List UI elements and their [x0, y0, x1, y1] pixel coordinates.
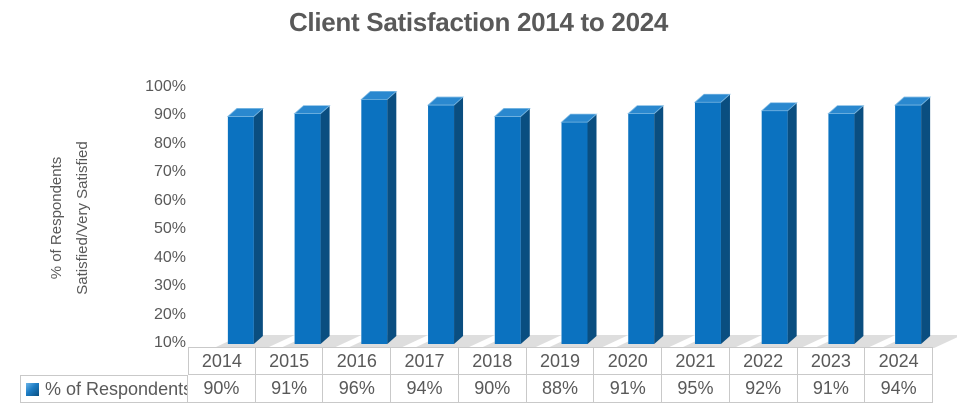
y-tick-label: 40% — [153, 248, 186, 266]
table-header-2022: 2022 — [729, 347, 798, 375]
bar-top-2020 — [627, 105, 665, 114]
table-value-2023: 91% — [797, 375, 866, 403]
table-header-2021: 2021 — [662, 347, 730, 375]
y-tick-label: 70% — [153, 163, 186, 181]
data-table: 2014 2015 2016 2017 2018 2019 2020 2021 2022 2023… — [20, 347, 933, 403]
chart-title: Client Satisfaction 2014 to 2024 — [288, 7, 669, 37]
bar-side-2017 — [454, 97, 464, 344]
table-header-2016: 2016 — [323, 347, 392, 375]
series-label: % of Respondents — [45, 378, 188, 399]
series-label-cell: % of Respondents — [20, 375, 188, 403]
table-value-2015: 91% — [255, 375, 324, 403]
bar-top-2018 — [493, 108, 531, 117]
y-tick-label: 80% — [153, 134, 186, 152]
table-value-2017: 94% — [391, 375, 459, 403]
bar-side-2020 — [654, 105, 664, 344]
bar-side-2019 — [587, 114, 597, 344]
bar-top-2023 — [827, 105, 865, 114]
bar-front-2022 — [761, 110, 788, 344]
table-value-2016: 96% — [323, 375, 392, 403]
bar-front-2023 — [828, 113, 855, 344]
table-value-2018: 90% — [458, 375, 527, 403]
table-value-2020: 91% — [594, 375, 663, 403]
table-value-2019: 88% — [526, 375, 595, 403]
bar-front-2021 — [694, 102, 721, 344]
y-tick-label: 10% — [153, 334, 186, 351]
table-header-2017: 2017 — [391, 347, 459, 375]
bar-front-2024 — [895, 105, 922, 344]
bar-side-2018 — [520, 108, 530, 344]
series-legend-icon — [26, 382, 39, 396]
y-tick-label: 100% — [145, 78, 186, 95]
bar-side-2015 — [320, 105, 330, 344]
table-header-2019: 2019 — [526, 347, 595, 375]
bar-front-2019 — [561, 122, 588, 344]
bar-top-2022 — [760, 102, 798, 112]
y-tick-label: 30% — [153, 277, 186, 295]
table-header-2020: 2020 — [594, 347, 663, 375]
bar-side-2016 — [387, 91, 397, 344]
y-tick-label: 90% — [153, 106, 186, 124]
table-value-2022: 92% — [729, 375, 798, 403]
table-value-2021: 95% — [662, 375, 730, 403]
bar-side-2021 — [720, 94, 730, 344]
table-value-2024: 94% — [865, 375, 933, 403]
bar-top-2017 — [426, 96, 465, 106]
bar-side-2024 — [921, 97, 931, 344]
bar-top-2024 — [894, 96, 932, 106]
table-header-2023: 2023 — [797, 347, 866, 375]
y-tick-label: 20% — [153, 305, 186, 323]
bar-front-2016 — [361, 99, 388, 344]
bar-side-2014 — [253, 108, 263, 344]
table-header-2018: 2018 — [458, 347, 527, 375]
bar-front-2017 — [428, 105, 455, 344]
bar-front-2018 — [494, 116, 521, 344]
table-header-2014: 2014 — [188, 347, 256, 375]
bar-front-2015 — [294, 113, 321, 344]
bar-side-2022 — [787, 102, 797, 344]
table-corner-spacer — [20, 347, 188, 375]
table-value-2014: 90% — [188, 375, 256, 403]
bar-top-2015 — [293, 105, 331, 114]
bar-side-2023 — [854, 105, 864, 344]
y-tick-label: 50% — [153, 220, 186, 238]
bar-top-2016 — [360, 90, 398, 100]
table-header-2015: 2015 — [255, 347, 324, 375]
bar-top-2019 — [560, 113, 598, 123]
bar-top-2014 — [226, 108, 264, 117]
bar-top-2021 — [693, 93, 732, 103]
bar-front-2020 — [628, 113, 655, 344]
table-header-2024: 2024 — [865, 347, 933, 375]
bar-front-2014 — [227, 116, 254, 344]
y-tick-label: 60% — [153, 191, 186, 209]
